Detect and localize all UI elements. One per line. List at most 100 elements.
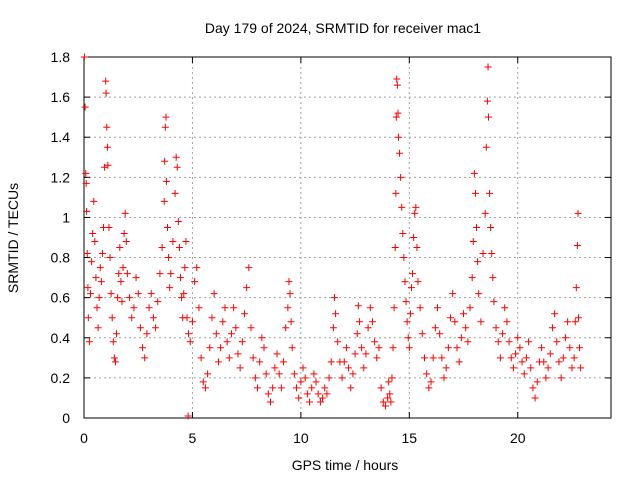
data-point [464, 338, 472, 346]
data-point [542, 374, 550, 382]
data-point [136, 324, 144, 332]
data-point [470, 169, 478, 177]
data-point [347, 384, 355, 392]
data-point [175, 244, 183, 252]
data-point [117, 278, 125, 286]
data-point [576, 344, 584, 352]
data-point [327, 358, 335, 366]
data-point [566, 344, 574, 352]
data-point [457, 334, 465, 342]
data-point [262, 370, 270, 378]
y-tick-label: 1.8 [51, 49, 71, 65]
data-point [149, 314, 157, 322]
data-point [301, 374, 309, 382]
data-point [195, 304, 203, 312]
data-point [423, 370, 431, 378]
data-point [258, 334, 266, 342]
data-point [559, 354, 567, 362]
x-tick-label: 10 [293, 430, 309, 446]
data-point [214, 358, 222, 366]
data-point [97, 278, 105, 286]
data-point [377, 384, 385, 392]
data-point [128, 314, 136, 322]
data-point [527, 364, 535, 372]
data-point [98, 250, 106, 258]
data-point [375, 344, 383, 352]
data-point [295, 394, 303, 402]
data-point [180, 290, 188, 298]
data-point [484, 113, 492, 121]
data-point [444, 344, 452, 352]
data-point [251, 374, 259, 382]
data-point [340, 358, 348, 366]
data-point [83, 250, 91, 258]
data-point [161, 123, 169, 131]
data-point [223, 338, 231, 346]
data-point [154, 298, 162, 306]
data-point [394, 109, 402, 117]
data-point [113, 330, 121, 338]
data-point [568, 364, 576, 372]
data-point [166, 284, 174, 292]
data-point [249, 354, 257, 362]
y-axis-label: SRMTID / TECUs [5, 183, 21, 293]
data-point [466, 304, 474, 312]
data-point [321, 384, 329, 392]
data-point [282, 324, 290, 332]
data-point [273, 350, 281, 358]
data-point [394, 133, 402, 141]
data-points [80, 53, 585, 420]
data-point [267, 398, 275, 406]
data-point [496, 354, 504, 362]
data-point [462, 324, 470, 332]
data-point [169, 238, 177, 246]
data-point [145, 304, 153, 312]
data-point [577, 364, 585, 372]
data-point [389, 344, 397, 352]
data-point [121, 209, 129, 217]
data-point [204, 370, 212, 378]
x-axis-label: GPS time / hours [292, 457, 399, 473]
data-point [392, 189, 400, 197]
data-point [546, 350, 554, 358]
data-point [206, 344, 214, 352]
data-point [284, 304, 292, 312]
data-point [89, 229, 97, 237]
data-point [162, 113, 170, 121]
data-point [396, 149, 404, 157]
data-point [391, 244, 399, 252]
x-tick-label: 20 [510, 430, 526, 446]
data-point [479, 250, 487, 258]
data-point [429, 354, 437, 362]
data-point [94, 324, 102, 332]
data-point [106, 254, 114, 262]
data-point [518, 358, 526, 366]
data-point [285, 278, 293, 286]
data-point [227, 330, 235, 338]
data-point [269, 384, 277, 392]
data-point [469, 238, 477, 246]
data-point [134, 290, 142, 298]
data-point [436, 330, 444, 338]
data-point [475, 290, 483, 298]
data-point [240, 310, 248, 318]
y-tick-label: 0.2 [51, 370, 71, 386]
data-point [126, 294, 134, 302]
y-tick-label: 0.6 [51, 290, 71, 306]
data-point [557, 374, 565, 382]
data-point [368, 318, 376, 326]
data-point [386, 390, 394, 398]
y-tick-label: 1.2 [51, 169, 71, 185]
data-point [407, 284, 415, 292]
data-point [531, 394, 539, 402]
data-point [403, 318, 411, 326]
data-point [103, 123, 111, 131]
data-point [102, 77, 110, 85]
data-point [141, 354, 149, 362]
data-point [393, 81, 401, 89]
x-tick-label: 5 [189, 430, 197, 446]
data-point [167, 270, 175, 278]
data-point [293, 384, 301, 392]
data-point [345, 364, 353, 372]
data-point [91, 238, 99, 246]
